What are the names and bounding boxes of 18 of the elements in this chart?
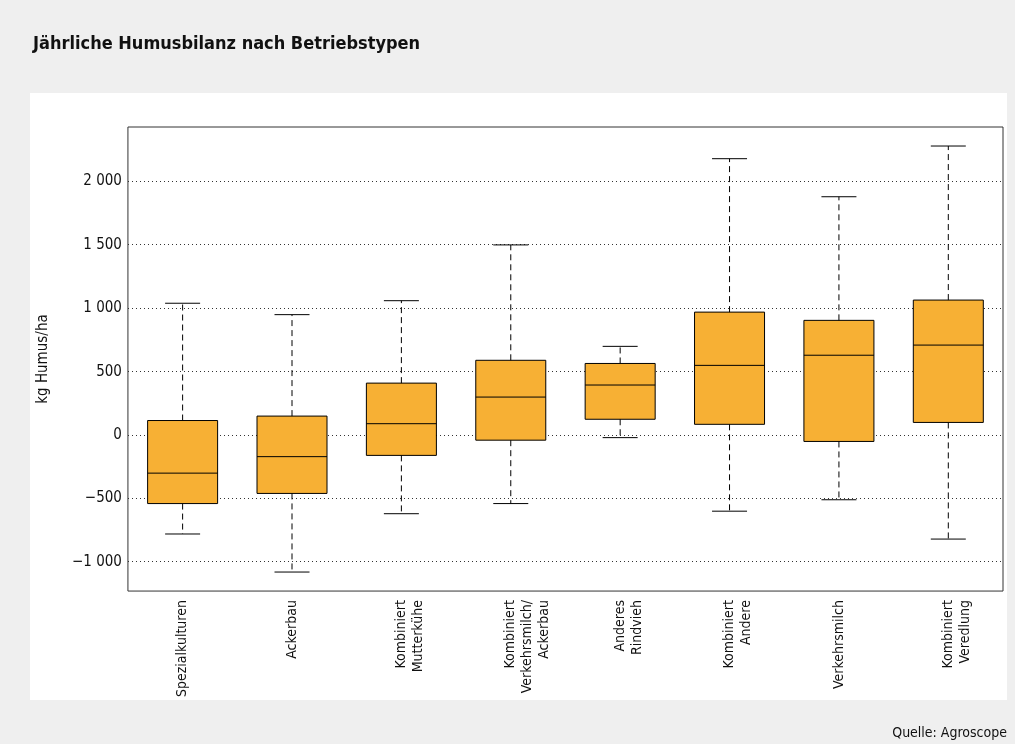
x-tick-label: Spezialkulturen: [173, 600, 190, 698]
y-tick-label: 1 500: [83, 234, 122, 253]
x-tick-label: Kombiniert Verkehrsmilch/ Ackerbau: [501, 599, 552, 694]
y-tick-label: −500: [84, 488, 122, 507]
x-tick-label: Kombiniert Veredlung: [938, 600, 972, 669]
x-tick-label: Kombiniert Andere: [720, 599, 753, 669]
y-tick-label: 1 000: [83, 298, 122, 317]
y-axis-title: kg Humus/ha: [32, 314, 51, 404]
source-note: Quelle: Agroscope: [892, 724, 1007, 740]
chart-title: Jährliche Humusbilanz nach Betriebstypen: [33, 32, 421, 53]
x-tick-label: Kombiniert Mutterkühe: [392, 599, 425, 673]
y-tick-label: 2 000: [83, 171, 122, 190]
y-tick-label: 500: [96, 361, 122, 380]
x-tick-label: Anderes Rindvieh: [610, 600, 644, 655]
y-tick-label: 0: [113, 424, 122, 443]
x-tick-label: Verkehrsmilch: [829, 600, 846, 689]
y-tick-label: −1 000: [71, 551, 122, 570]
x-tick-label: Ackerbau: [282, 600, 299, 659]
